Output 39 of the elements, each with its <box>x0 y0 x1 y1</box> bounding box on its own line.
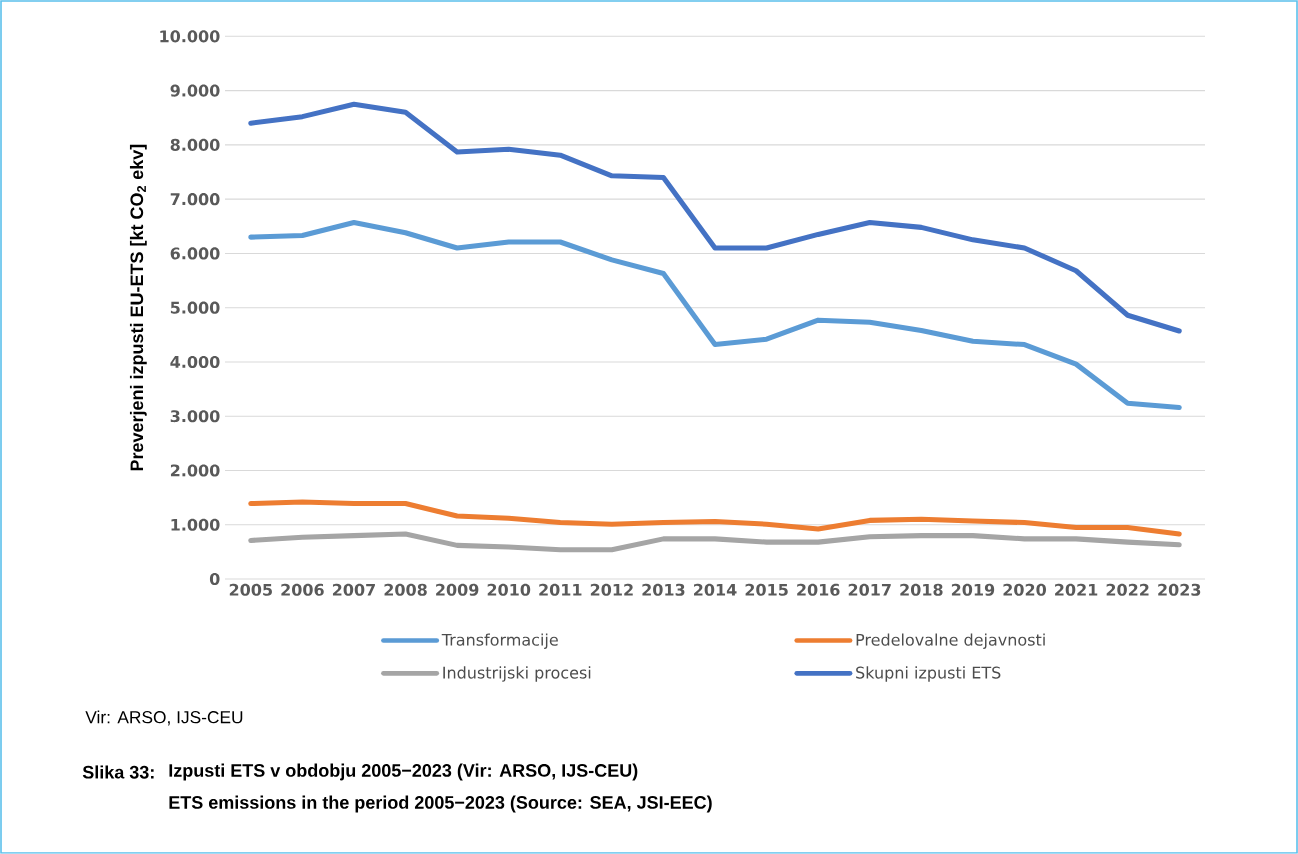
text: Izpusti ETS v obdobju 2005−2023 (Vir: ARSO, IJS-CEU) <box>169 763 638 781</box>
x-tick-label: 2012 <box>590 583 633 596</box>
y-tick-label: 0 <box>209 572 220 586</box>
x-tick-label: 2021 <box>1055 583 1098 596</box>
y-tick-label: 4.000 <box>170 355 220 368</box>
y-tick-label: 7.000 <box>170 193 220 206</box>
y-tick-label: 3.000 <box>170 410 220 423</box>
x-tick-label: 2022 <box>1106 583 1149 596</box>
x-tick-label: 2010 <box>487 583 531 596</box>
x-tick-label: 2018 <box>900 583 943 596</box>
x-tick-label: 2008 <box>384 583 427 596</box>
y-tick-label: 1.000 <box>171 518 220 531</box>
x-tick-label: 2011 <box>539 583 582 596</box>
legend-label: Predelovalne dejavnosti <box>856 633 1045 649</box>
x-tick-label: 2015 <box>745 583 788 596</box>
text: Vir: ARSO, IJS-CEU <box>85 710 243 726</box>
legend-label: Industrijski procesi <box>443 666 591 682</box>
x-tick-label: 2023 <box>1158 583 1201 596</box>
x-tick-label: 2006 <box>281 583 324 596</box>
x-tick-label: 2019 <box>951 583 995 596</box>
y-tick-label: 10.000 <box>160 30 220 43</box>
x-tick-label: 2017 <box>848 583 891 596</box>
y-tick-label: 6.000 <box>170 247 220 260</box>
x-tick-label: 2009 <box>436 583 479 596</box>
x-tick-label: 2005 <box>229 583 272 596</box>
legend-label: Skupni izpusti ETS <box>856 666 1001 682</box>
y-axis-title: Preverjeni izpusti EU-ETS [kt CO$_{2}$ ekv] <box>129 144 147 471</box>
x-tick-label: 2013 <box>642 583 685 596</box>
x-tick-label: 2020 <box>1003 583 1046 596</box>
y-tick-label: 8.000 <box>170 138 220 151</box>
y-tick-label: 5.000 <box>170 301 220 314</box>
x-tick-label: 2016 <box>797 583 840 596</box>
legend-label: Transformacije <box>441 633 558 649</box>
x-tick-label: 2007 <box>332 583 375 596</box>
y-tick-label: 9.000 <box>170 84 220 97</box>
text: Slika 33: <box>82 765 154 779</box>
y-tick-label: 2.000 <box>170 464 220 477</box>
text: ETS emissions in the period 2005−2023 (Source: SEA, JSI-EEC) <box>169 795 712 813</box>
x-tick-label: 2014 <box>694 583 737 596</box>
